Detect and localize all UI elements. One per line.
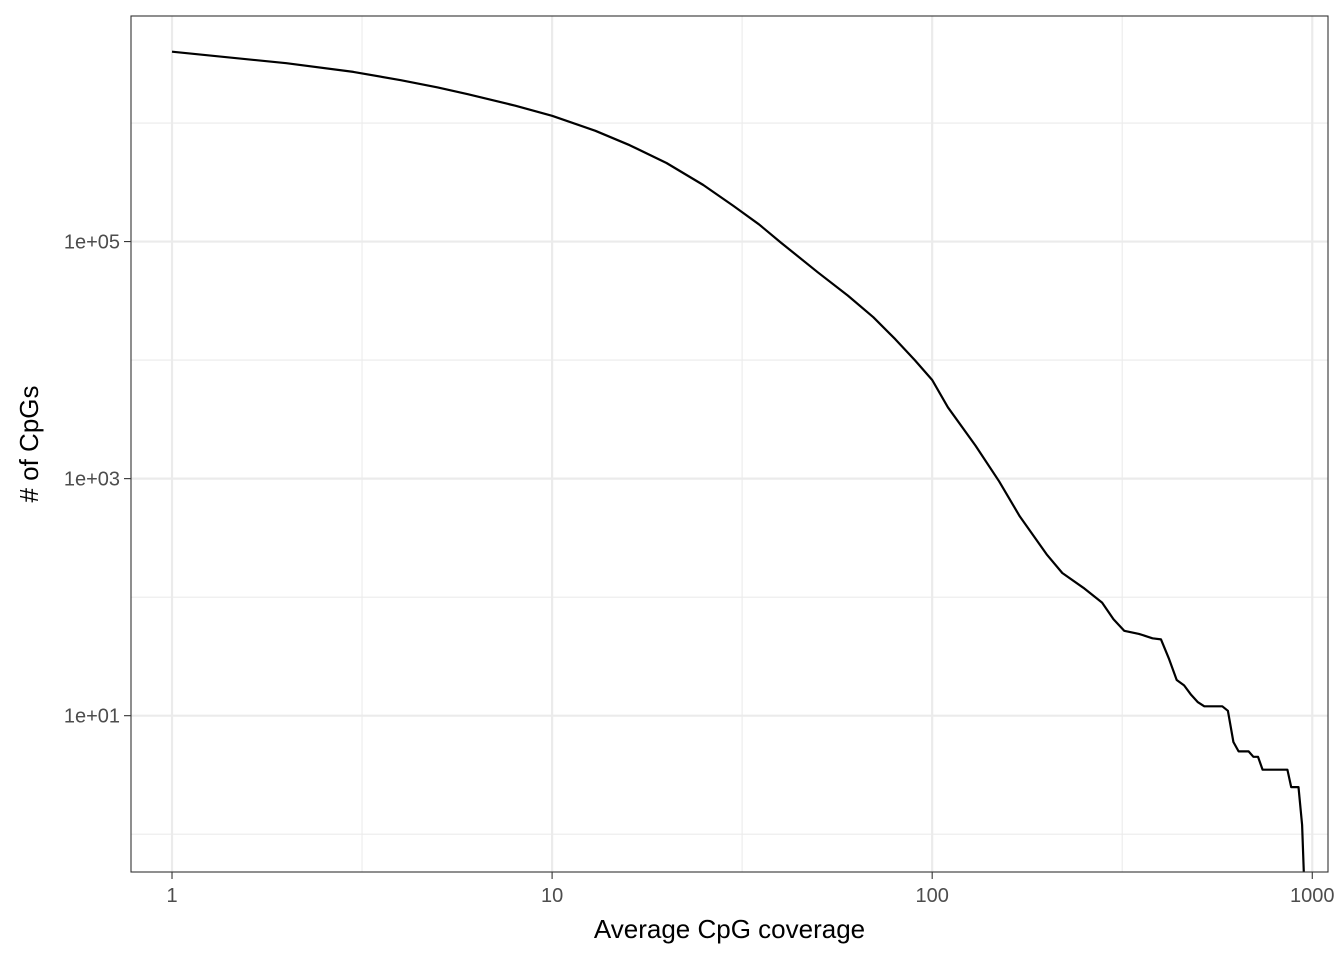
y-tick-label-1: 1e+03 <box>64 469 120 491</box>
x-tick-label-2: 100 <box>915 885 948 907</box>
panel-background <box>131 16 1328 872</box>
y-tick-label-2: 1e+05 <box>64 232 120 254</box>
x-axis-title: Average CpG coverage <box>594 914 865 944</box>
x-tick-label-0: 1 <box>166 885 177 907</box>
y-axis-title: # of CpGs <box>14 385 44 502</box>
minor-gridlines <box>131 16 1328 872</box>
major-gridlines <box>131 16 1328 872</box>
x-axis: 1 10 100 1000 <box>166 872 1335 907</box>
x-tick-label-3: 1000 <box>1290 885 1335 907</box>
series-line-coverage <box>171 50 1305 873</box>
x-tick-label-1: 10 <box>541 885 563 907</box>
y-axis: 1e+01 1e+03 1e+05 <box>64 232 131 728</box>
panel-border <box>130 15 1329 873</box>
y-tick-label-0: 1e+01 <box>64 706 120 728</box>
